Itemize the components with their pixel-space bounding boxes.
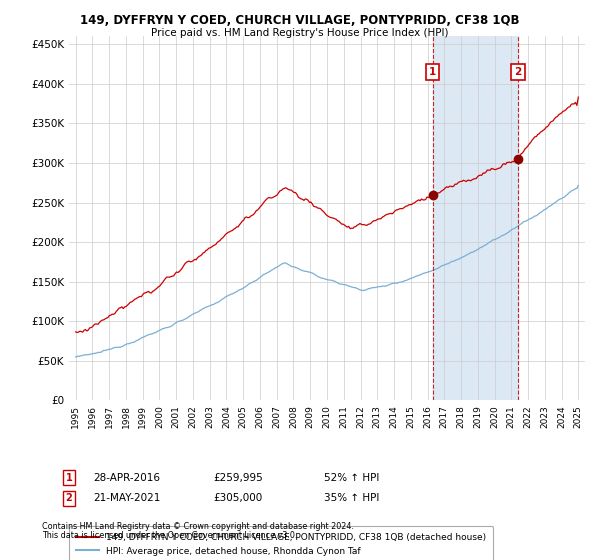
Text: 52% ↑ HPI: 52% ↑ HPI [324, 473, 379, 483]
Text: Price paid vs. HM Land Registry's House Price Index (HPI): Price paid vs. HM Land Registry's House … [151, 28, 449, 38]
Legend: 149, DYFFRYN Y COED, CHURCH VILLAGE, PONTYPRIDD, CF38 1QB (detached house), HPI:: 149, DYFFRYN Y COED, CHURCH VILLAGE, PON… [69, 526, 493, 560]
Text: Contains HM Land Registry data © Crown copyright and database right 2024.: Contains HM Land Registry data © Crown c… [42, 522, 354, 531]
Text: 2: 2 [65, 493, 73, 503]
Text: 2: 2 [514, 67, 521, 77]
Text: 21-MAY-2021: 21-MAY-2021 [93, 493, 160, 503]
Text: 28-APR-2016: 28-APR-2016 [93, 473, 160, 483]
Text: £305,000: £305,000 [213, 493, 262, 503]
Bar [433, 36, 518, 400]
Text: 1: 1 [429, 67, 436, 77]
Text: 149, DYFFRYN Y COED, CHURCH VILLAGE, PONTYPRIDD, CF38 1QB: 149, DYFFRYN Y COED, CHURCH VILLAGE, PON… [80, 14, 520, 27]
Text: This data is licensed under the Open Government Licence v3.0.: This data is licensed under the Open Gov… [42, 531, 298, 540]
Text: 35% ↑ HPI: 35% ↑ HPI [324, 493, 379, 503]
Text: 1: 1 [65, 473, 73, 483]
Text: £259,995: £259,995 [213, 473, 263, 483]
